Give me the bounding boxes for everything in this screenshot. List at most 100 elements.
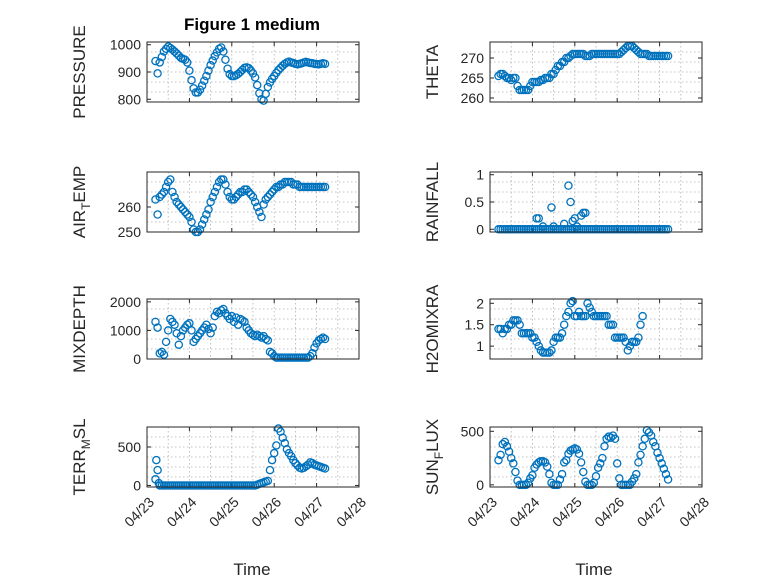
panel-1-marker: [252, 80, 262, 90]
panel-7-marker: [534, 341, 544, 351]
panel-5-marker: [511, 73, 520, 83]
panel-3-marker: [161, 337, 171, 347]
panel-2-marker: [210, 187, 220, 197]
panel-2-ytick-label: 250: [118, 224, 142, 240]
panel-3-marker: [151, 317, 160, 327]
panel-7-ytick-label: 1.5: [465, 317, 485, 333]
panel-8-axes-box: [489, 426, 703, 488]
panel-3-marker: [187, 326, 196, 335]
panel-8-marker: [553, 480, 563, 490]
panel-7-marker: [555, 333, 565, 342]
panel-3-marker: [261, 334, 270, 344]
panel-1-marker: [161, 44, 171, 54]
panel-2-marker: [176, 202, 186, 212]
panel-8-marker: [657, 459, 666, 468]
panel-3-marker: [308, 349, 317, 358]
panel-5-marker: [504, 73, 514, 83]
panel-3-marker: [163, 326, 173, 335]
panel-2-marker: [257, 212, 266, 222]
panel-5-ytick-label: 265: [461, 70, 485, 86]
panel-2-marker: [233, 190, 243, 199]
panel-8-marker: [606, 433, 616, 442]
panel-8-marker: [598, 453, 607, 463]
panel-2-marker: [153, 210, 162, 219]
panel-2-marker: [166, 175, 175, 184]
panel-8-marker: [542, 462, 552, 471]
panel-8-marker: [545, 469, 554, 479]
panel-1-marker: [151, 56, 160, 66]
panel-1-marker: [204, 66, 213, 75]
panel-4-marker: [272, 441, 281, 450]
panel-7-marker: [632, 337, 641, 347]
panel-8-marker: [555, 475, 565, 484]
panel-1-marker: [185, 66, 194, 75]
panel-8-marker: [591, 472, 601, 481]
panel-3-marker: [183, 320, 192, 329]
panel-8-xtick-label: 04/26: [591, 494, 627, 530]
panel-2-marker: [225, 192, 234, 202]
panel-8-marker: [653, 448, 662, 457]
panel-8-marker: [587, 480, 597, 490]
panel-8-marker: [540, 458, 550, 467]
panel-3-marker: [320, 334, 330, 344]
panel-1-marker: [244, 63, 254, 73]
panel-4-marker: [291, 458, 300, 468]
panel-7-marker: [506, 320, 516, 329]
panel-7-marker: [634, 333, 643, 342]
panel-8-marker: [612, 459, 622, 468]
panel-3-marker: [170, 320, 179, 329]
panel-5-marker: [494, 71, 503, 81]
panel-4-marker: [278, 433, 287, 443]
panel-2-marker: [172, 197, 181, 207]
panel-4-marker: [263, 476, 273, 486]
panel-2-marker: [206, 197, 215, 207]
x-axis-label-left: Time: [233, 560, 270, 579]
panel-1-marker: [157, 52, 167, 62]
panel-8-marker: [579, 467, 588, 477]
panel-1-marker: [197, 81, 207, 90]
panel-8-marker: [502, 442, 512, 451]
panel-7-marker: [530, 333, 539, 342]
panel-3-marker: [265, 347, 275, 357]
panel-2-marker: [174, 200, 184, 209]
panel-8-marker: [513, 476, 522, 485]
panel-8-marker: [638, 442, 647, 451]
panel-4-ylabel: TERRMSL: [70, 418, 93, 495]
panel-2-ytick-label: 260: [118, 199, 142, 215]
panel-8-marker: [661, 469, 671, 479]
panel-7-marker: [547, 346, 556, 355]
panel-8-marker: [509, 459, 518, 468]
panel-6-marker: [663, 225, 673, 234]
panel-7-marker: [583, 299, 592, 308]
panel-6-marker: [549, 222, 558, 231]
panel-7-marker: [602, 311, 611, 321]
panel-4-xtick-label: 04/26: [248, 494, 284, 530]
panel-2-marker: [212, 182, 222, 192]
panel-8-marker: [595, 459, 605, 468]
panel-8-ytick-label: 0: [476, 477, 484, 493]
panel-2-marker: [250, 197, 260, 207]
panel-3-marker: [316, 334, 326, 344]
panel-5-axes-box: [489, 41, 703, 103]
panel-1-marker: [274, 65, 283, 75]
x-axis-label-right: Time: [575, 560, 612, 579]
panel-6-marker: [534, 214, 544, 223]
panel-7-marker: [638, 311, 647, 321]
panel-2-marker: [231, 192, 241, 202]
panel-7-axes-box: [489, 298, 703, 360]
panel-3-marker: [204, 324, 213, 334]
panel-4-xtick-label: 04/25: [206, 494, 242, 530]
panel-2-marker: [157, 190, 167, 199]
panel-7-marker: [564, 307, 573, 317]
panel-3-marker: [206, 329, 215, 338]
panel-3-marker: [236, 314, 245, 324]
panel-1-axes-box: [146, 41, 360, 103]
panel-3-marker: [153, 323, 162, 332]
panel-2-marker: [189, 225, 198, 234]
panel-7-marker: [619, 333, 628, 342]
panel-7-marker: [557, 329, 567, 338]
panel-8-marker: [494, 455, 503, 465]
panel-7-marker: [581, 311, 590, 321]
panel-2-marker: [244, 187, 254, 197]
